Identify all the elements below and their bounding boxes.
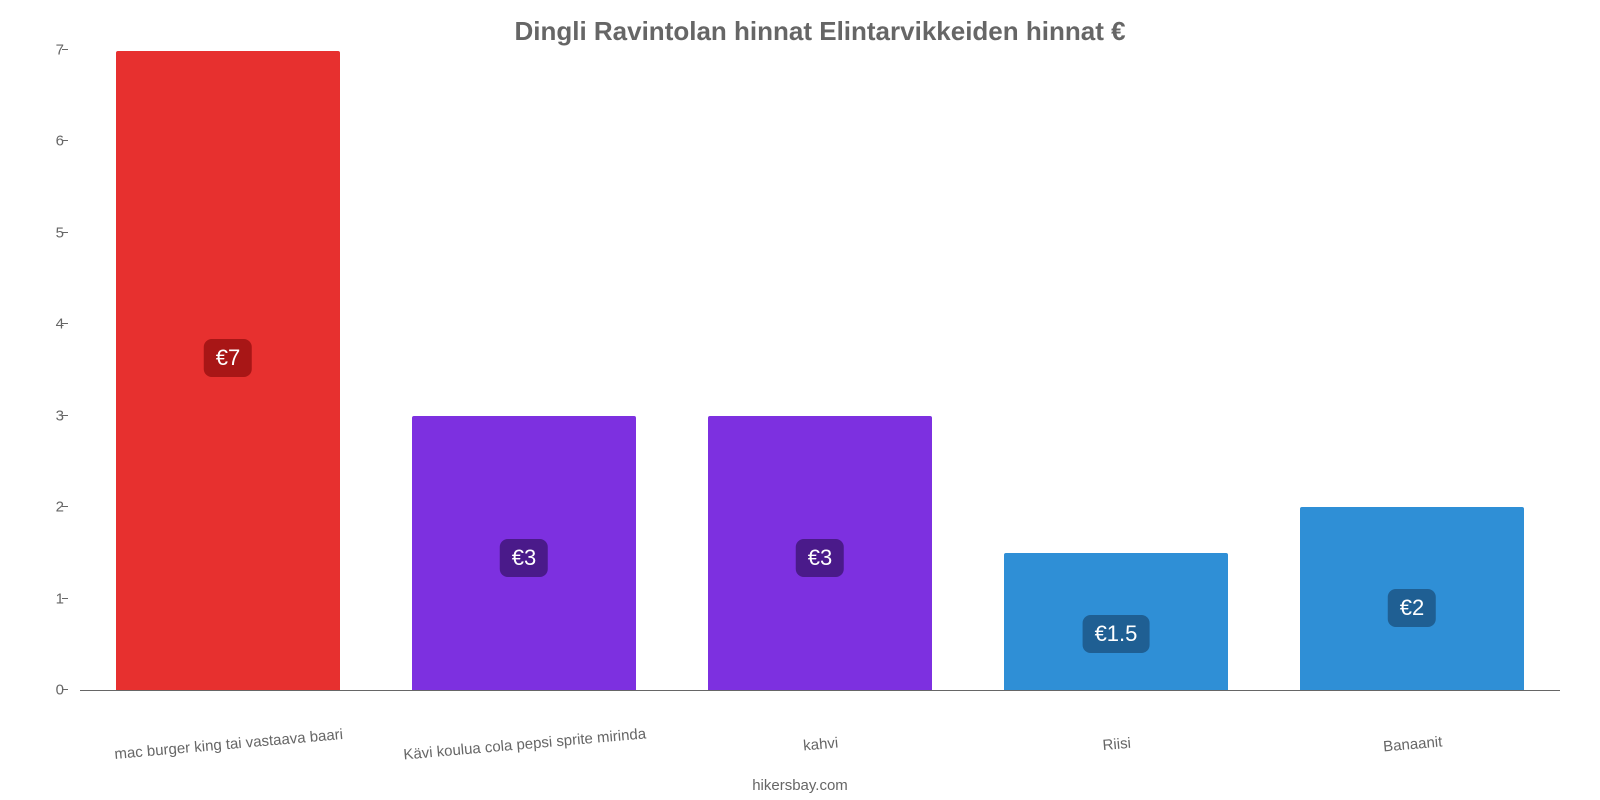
x-label-slot: mac burger king tai vastaava baari: [80, 736, 376, 766]
y-tick-mark: [62, 49, 68, 50]
y-axis: 01234567: [68, 51, 80, 690]
x-tick-label: Riisi: [1102, 735, 1132, 754]
chart-title: Dingli Ravintolan hinnat Elintarvikkeide…: [80, 10, 1560, 51]
bar-slot: €3: [672, 51, 968, 690]
x-label-slot: kahvi: [672, 736, 968, 766]
plot-area: 01234567 €7€3€3€1.5€2: [80, 51, 1560, 691]
x-label-slot: Banaanit: [1264, 736, 1560, 766]
bar-slot: €1.5: [968, 51, 1264, 690]
bar-value-label: €3: [796, 539, 844, 577]
y-tick-mark: [62, 598, 68, 599]
bar: €1.5: [1004, 553, 1229, 690]
y-tick-mark: [62, 232, 68, 233]
y-tick-label: 6: [28, 133, 64, 150]
attribution-text: hikersbay.com: [0, 777, 1600, 794]
bars-container: €7 €3 €3 €1.5 €2: [80, 51, 1560, 690]
y-tick-mark: [62, 415, 68, 416]
y-tick-mark: [62, 323, 68, 324]
y-tick-mark: [62, 140, 68, 141]
y-tick-mark: [62, 506, 68, 507]
bar: €3: [412, 416, 637, 690]
bar-slot: €3: [376, 51, 672, 690]
bar-value-label: €7: [204, 339, 252, 377]
bar-value-label: €1.5: [1083, 615, 1150, 653]
x-tick-label: Banaanit: [1383, 733, 1443, 755]
y-tick-label: 1: [28, 590, 64, 607]
bar: €3: [708, 416, 933, 690]
y-tick-label: 3: [28, 407, 64, 424]
price-bar-chart: Dingli Ravintolan hinnat Elintarvikkeide…: [0, 0, 1600, 800]
x-tick-label: kahvi: [803, 734, 839, 754]
bar: €7: [116, 51, 341, 690]
bar-slot: €2: [1264, 51, 1560, 690]
y-tick-label: 0: [28, 682, 64, 699]
bar: €2: [1300, 507, 1525, 690]
x-tick-label: Kävi koulua cola pepsi sprite mirinda: [403, 725, 647, 763]
x-axis-labels: mac burger king tai vastaava baariKävi k…: [80, 736, 1560, 766]
bar-value-label: €3: [500, 539, 548, 577]
y-tick-label: 4: [28, 316, 64, 333]
y-tick-label: 2: [28, 499, 64, 516]
y-tick-mark: [62, 689, 68, 690]
x-tick-label: mac burger king tai vastaava baari: [114, 726, 344, 763]
y-tick-label: 7: [28, 42, 64, 59]
x-label-slot: Kävi koulua cola pepsi sprite mirinda: [376, 736, 672, 766]
bar-value-label: €2: [1388, 589, 1436, 627]
x-label-slot: Riisi: [968, 736, 1264, 766]
y-tick-label: 5: [28, 224, 64, 241]
bar-slot: €7: [80, 51, 376, 690]
